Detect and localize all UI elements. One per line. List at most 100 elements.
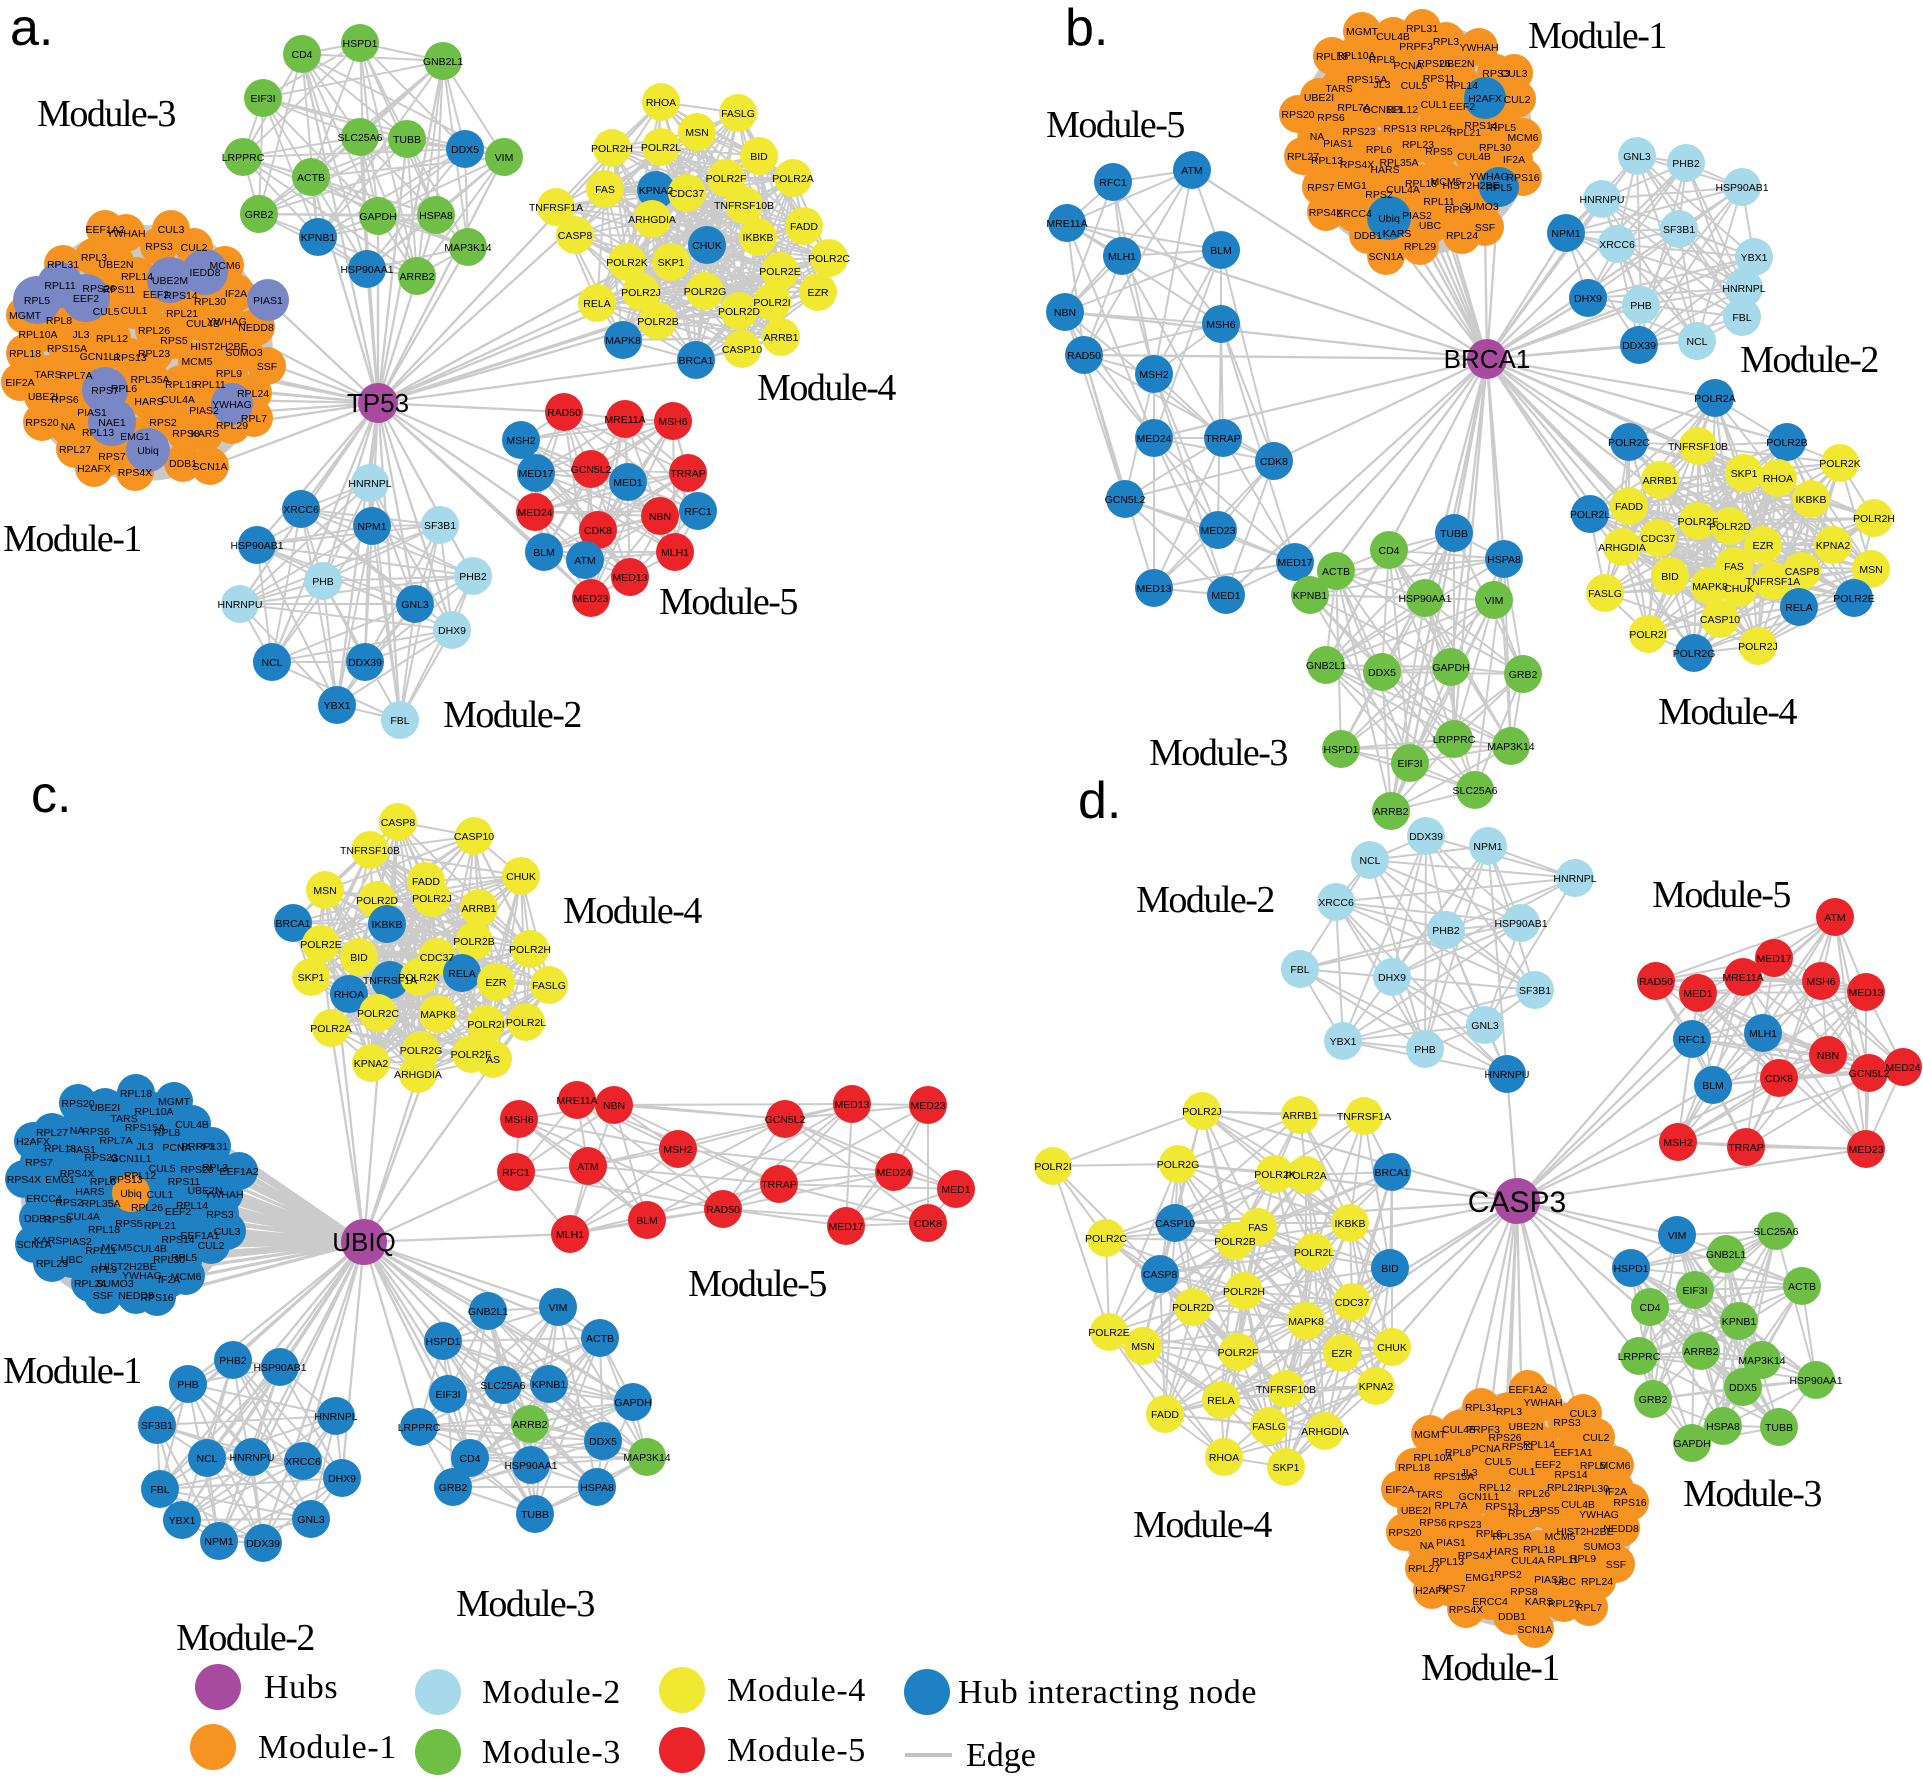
svg-text:FASLG: FASLG (721, 108, 755, 120)
svg-text:HSPA8: HSPA8 (419, 210, 453, 222)
svg-text:BRCA1: BRCA1 (1374, 1167, 1409, 1179)
svg-text:RPS26: RPS26 (1488, 1432, 1521, 1444)
svg-text:RPL26: RPL26 (131, 1202, 163, 1214)
svg-text:Ubiq: Ubiq (137, 445, 159, 457)
svg-text:Edge: Edge (966, 1737, 1036, 1774)
svg-text:YWHAG: YWHAG (212, 399, 252, 411)
svg-text:PHB2: PHB2 (1432, 925, 1460, 937)
svg-text:BLM: BLM (1702, 1080, 1724, 1092)
svg-text:POLR2I: POLR2I (1034, 1161, 1071, 1173)
svg-text:RPL5: RPL5 (1486, 182, 1512, 194)
svg-text:GRB2: GRB2 (439, 1482, 468, 1494)
svg-text:CASP10: CASP10 (454, 831, 494, 843)
svg-text:RPL13: RPL13 (82, 427, 114, 439)
svg-text:IEDD8: IEDD8 (190, 267, 221, 279)
svg-text:RPL12: RPL12 (1479, 1482, 1511, 1494)
svg-text:BID: BID (1661, 571, 1679, 583)
svg-text:IF2A: IF2A (225, 288, 247, 300)
svg-text:CASP3: CASP3 (1468, 1186, 1566, 1219)
svg-text:RPL21: RPL21 (144, 1220, 176, 1232)
svg-text:RPL18: RPL18 (1398, 1462, 1430, 1474)
svg-text:VIM: VIM (549, 1302, 568, 1314)
svg-text:RELA: RELA (583, 298, 610, 310)
svg-text:TRRAP: TRRAP (761, 1179, 797, 1191)
svg-text:CUL5: CUL5 (149, 1163, 176, 1175)
svg-text:HSPD1: HSPD1 (342, 38, 377, 50)
svg-text:MCM6: MCM6 (1600, 1460, 1631, 1472)
svg-text:ATM: ATM (574, 555, 595, 567)
svg-text:RPL3: RPL3 (1496, 1406, 1522, 1418)
svg-text:Ubiq: Ubiq (120, 1188, 142, 1200)
svg-text:MED17: MED17 (518, 468, 553, 480)
svg-text:RPS7: RPS7 (25, 1157, 53, 1169)
svg-text:RPL18: RPL18 (88, 1224, 120, 1236)
svg-text:PIAS2: PIAS2 (1402, 210, 1432, 222)
svg-text:RPL29: RPL29 (1404, 241, 1436, 253)
svg-text:NEDD8: NEDD8 (118, 1290, 154, 1302)
svg-text:UBE2I: UBE2I (1401, 1505, 1431, 1517)
svg-text:RPL11: RPL11 (1423, 196, 1454, 208)
svg-text:RPL18: RPL18 (165, 379, 197, 391)
svg-text:Module-3: Module-3 (1149, 732, 1287, 774)
svg-text:SSF: SSF (1475, 222, 1495, 234)
svg-text:RPL8: RPL8 (1445, 1447, 1471, 1459)
svg-text:RPS14: RPS14 (161, 1234, 194, 1246)
svg-text:HIST2H2BE: HIST2H2BE (1442, 180, 1499, 192)
svg-text:MSH6: MSH6 (1806, 976, 1835, 988)
svg-text:MSN: MSN (1859, 564, 1882, 576)
svg-text:MED23: MED23 (1848, 1144, 1883, 1156)
svg-text:RPS3: RPS3 (206, 1209, 234, 1221)
svg-text:DDX39: DDX39 (1622, 340, 1656, 352)
svg-text:POLR2L: POLR2L (1294, 1247, 1334, 1259)
svg-text:GNB2L1: GNB2L1 (423, 56, 463, 68)
svg-text:RPL13: RPL13 (44, 1143, 76, 1155)
svg-text:CHUK: CHUK (692, 240, 722, 252)
svg-text:NCL: NCL (1359, 855, 1380, 867)
svg-text:RPL27: RPL27 (1287, 151, 1319, 163)
svg-text:MED24: MED24 (1885, 1062, 1920, 1074)
svg-text:FAS: FAS (1724, 561, 1744, 573)
svg-text:PHB: PHB (1414, 1044, 1436, 1056)
svg-text:RPL3: RPL3 (81, 252, 107, 264)
svg-text:SUMO3: SUMO3 (96, 1278, 134, 1290)
svg-text:YWHAG: YWHAG (207, 316, 247, 328)
svg-text:YWHAH: YWHAH (1459, 42, 1498, 54)
svg-text:MLH1: MLH1 (1749, 1028, 1777, 1040)
svg-text:TARS: TARS (1325, 83, 1352, 95)
svg-text:POLR2L: POLR2L (641, 142, 681, 154)
svg-text:YWHAG: YWHAG (1469, 171, 1509, 183)
svg-text:UBC: UBC (61, 1254, 84, 1266)
svg-text:GAPDH: GAPDH (359, 211, 396, 223)
svg-text:RPS15A: RPS15A (125, 1122, 165, 1134)
svg-text:RPS2: RPS2 (1494, 1569, 1522, 1581)
svg-text:GNL3: GNL3 (1623, 151, 1651, 163)
svg-text:HSP90AA1: HSP90AA1 (340, 264, 393, 276)
svg-text:IKBKB: IKBKB (1335, 1218, 1366, 1230)
svg-text:MCM6: MCM6 (1508, 132, 1539, 144)
svg-text:Module-5: Module-5 (1046, 104, 1184, 146)
svg-text:ERCC4: ERCC4 (1336, 208, 1372, 220)
svg-text:NA: NA (70, 1125, 85, 1137)
svg-text:RPL14: RPL14 (1446, 80, 1478, 92)
svg-text:RPS4X: RPS4X (1340, 159, 1374, 171)
svg-text:MED17: MED17 (1277, 557, 1312, 569)
svg-text:EEF2: EEF2 (1535, 1459, 1561, 1471)
svg-text:RPS5: RPS5 (1532, 1505, 1560, 1517)
svg-text:RPS11: RPS11 (1423, 73, 1456, 85)
svg-text:CUL3: CUL3 (1501, 68, 1528, 80)
svg-text:EEF1A2: EEF1A2 (219, 1166, 258, 1178)
svg-text:RPS14: RPS14 (1464, 120, 1497, 132)
svg-text:SF3B1: SF3B1 (141, 1420, 173, 1432)
svg-text:RPS15A: RPS15A (1434, 1471, 1474, 1483)
svg-text:KPNA2: KPNA2 (1816, 540, 1851, 552)
svg-text:NA: NA (1420, 1540, 1435, 1552)
svg-text:EIF3I: EIF3I (1397, 758, 1422, 770)
svg-text:CD4: CD4 (459, 1453, 480, 1465)
svg-text:RPL9: RPL9 (1445, 204, 1471, 216)
svg-text:Module-5: Module-5 (1652, 874, 1790, 916)
svg-text:TRRAP: TRRAP (1728, 1142, 1764, 1154)
svg-text:RPL10A: RPL10A (1413, 1452, 1452, 1464)
svg-text:Module-1: Module-1 (3, 1350, 141, 1392)
svg-text:RPL12: RPL12 (1386, 104, 1418, 116)
svg-text:POLR2D: POLR2D (356, 895, 398, 907)
